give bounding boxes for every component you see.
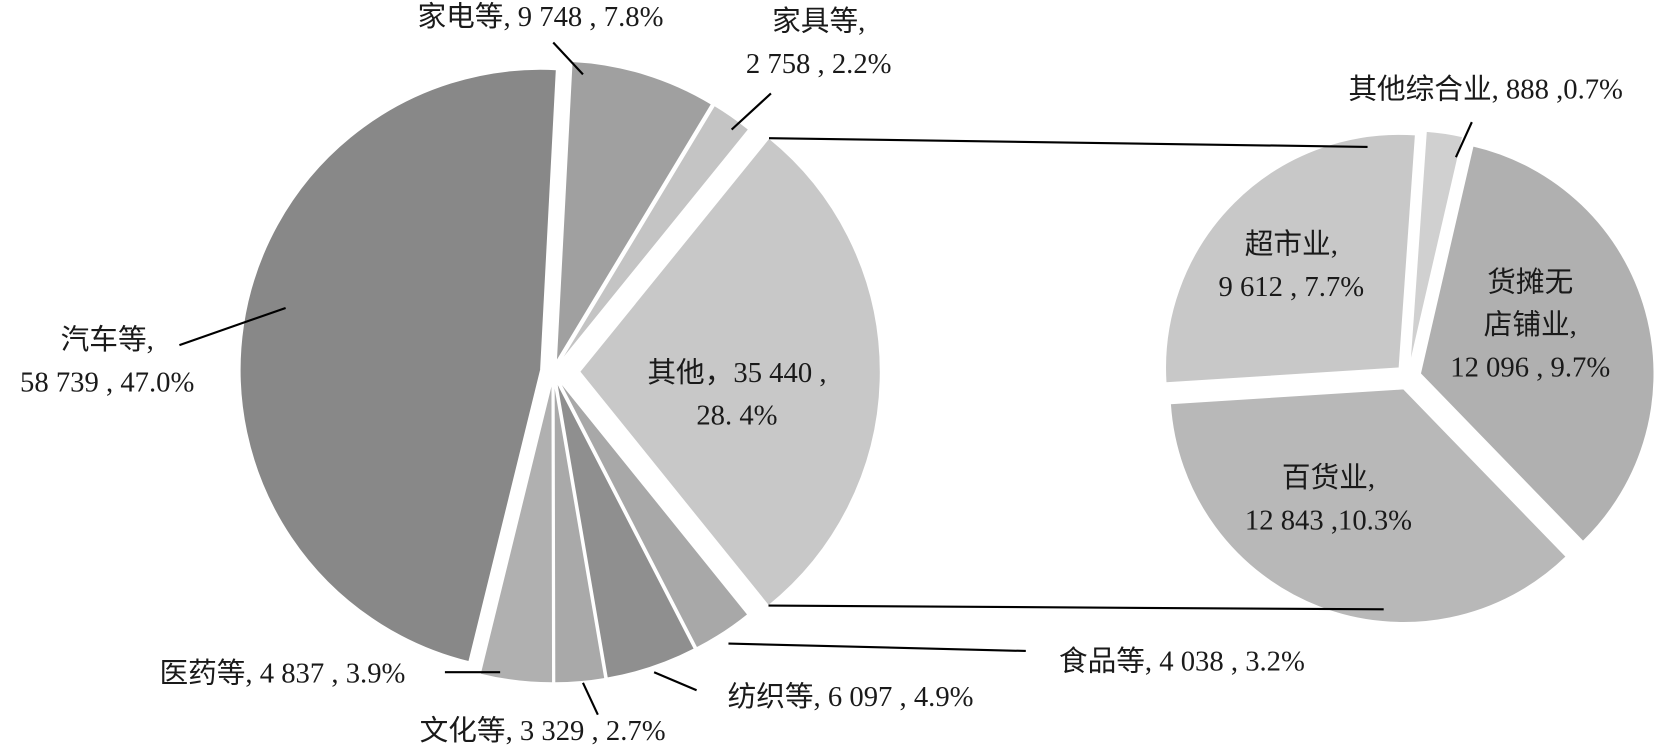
connector-line	[768, 137, 1368, 148]
leader-line	[582, 682, 599, 716]
data-label: 货摊无店铺业, 12 096 , 9.7%	[1450, 266, 1610, 383]
data-label-line: 汽车等,	[61, 324, 154, 356]
data-label: 其他综合业, 888 ,0.7%	[1348, 73, 1623, 105]
data-label: 超市业, 9 612 , 7.7%	[1218, 228, 1364, 302]
data-label-line: 纺织等, 6 097 , 4.9%	[728, 680, 974, 712]
leader-line	[728, 642, 1026, 653]
data-label-line: 9 612 , 7.7%	[1218, 270, 1364, 302]
data-label: 医药等, 4 837 , 3.9%	[159, 657, 405, 689]
pie-slice	[1164, 133, 1417, 384]
leader-line	[1454, 121, 1473, 158]
leader-line	[653, 671, 698, 692]
data-label-line: 文化等, 3 329 , 2.7%	[420, 714, 666, 746]
connector-line	[768, 604, 1384, 611]
pie-slice	[1169, 388, 1567, 624]
data-label: 家电等, 9 748 , 7.8%	[418, 1, 664, 33]
data-label-line: 百货业,	[1282, 462, 1375, 494]
data-label-line: 其他综合业, 888 ,0.7%	[1348, 73, 1623, 105]
pie-slice	[239, 68, 557, 663]
data-label-line: 58 739 , 47.0%	[20, 366, 194, 398]
data-label: 纺织等, 6 097 , 4.9%	[728, 680, 974, 712]
pie-slice	[479, 382, 554, 684]
pie-slice	[553, 382, 606, 684]
pie-slice	[558, 104, 750, 364]
data-label-line: 28. 4%	[696, 399, 777, 431]
leader-line	[552, 41, 584, 76]
data-label-line: 食品等, 4 038 , 3.2%	[1059, 645, 1305, 677]
data-label-line: 货摊无	[1487, 266, 1573, 298]
data-label-line: 2 758 , 2.2%	[746, 47, 892, 79]
leader-line	[179, 306, 286, 347]
data-label-line: 家具等,	[772, 5, 865, 37]
pie-slice	[555, 60, 713, 362]
data-label-line: 店铺业,	[1484, 309, 1577, 341]
data-label-line: 医药等, 4 837 , 3.9%	[159, 657, 405, 689]
pie-slice	[579, 137, 881, 607]
pie-slice	[558, 380, 749, 649]
data-label-line: 其他，35 440 ,	[647, 356, 826, 388]
data-label: 家具等, 2 758 , 2.2%	[746, 5, 892, 79]
data-label-line: 家电等, 9 748 , 7.8%	[418, 1, 664, 33]
data-label: 百货业, 12 843 ,10.3%	[1245, 462, 1412, 536]
pie-slice	[1409, 130, 1464, 365]
data-label: 文化等, 3 329 , 2.7%	[420, 714, 666, 746]
data-label: 其他，35 440 , 28. 4%	[647, 356, 826, 430]
data-label-line: 超市业,	[1245, 228, 1338, 260]
leader-line	[730, 92, 772, 131]
pie-slice	[1419, 145, 1655, 543]
data-label-line: 12 096 , 9.7%	[1450, 351, 1610, 383]
data-label-line: 12 843 ,10.3%	[1245, 504, 1412, 536]
data-label: 汽车等, 58 739 , 47.0%	[20, 324, 194, 398]
data-label: 食品等, 4 038 , 3.2%	[1059, 645, 1305, 677]
pie-slice	[556, 381, 696, 679]
